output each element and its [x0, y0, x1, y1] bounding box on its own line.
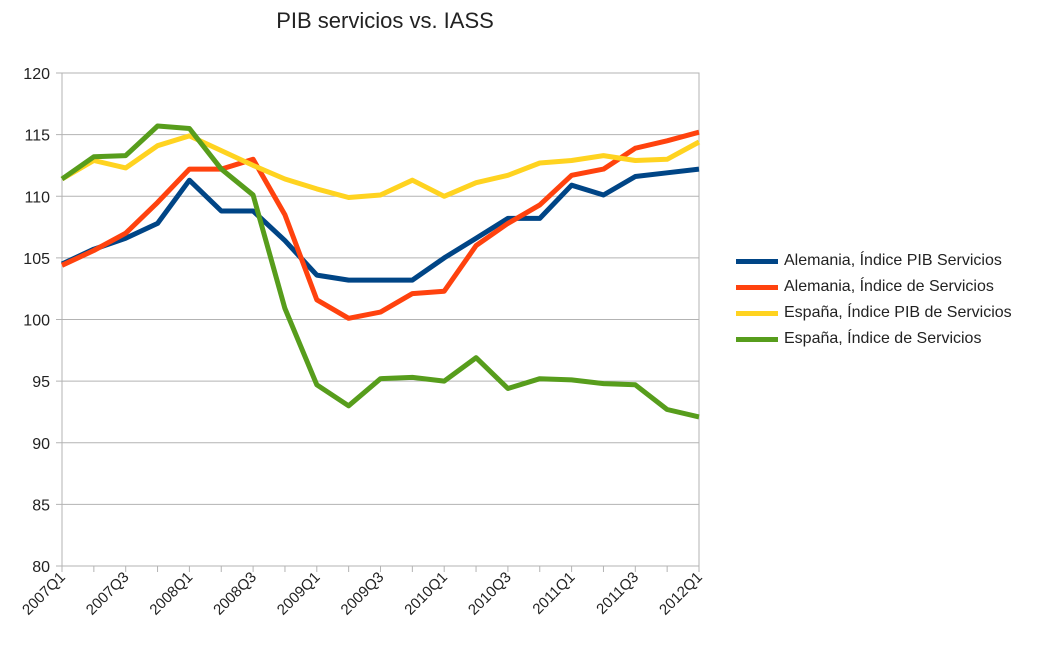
x-tick-label: 2010Q3 [465, 569, 515, 619]
x-tick-label: 2011Q3 [593, 569, 642, 618]
legend: Alemania, Índice PIB Servicios Alemania,… [736, 248, 1012, 352]
x-tick-label: 2012Q1 [656, 569, 706, 619]
y-tick-label: 80 [32, 559, 50, 576]
y-tick-label: 100 [23, 313, 50, 330]
series-line [60, 166, 700, 283]
legend-swatch [736, 336, 778, 342]
x-tick-label: 2007Q3 [83, 569, 133, 619]
legend-label: Alemania, Índice PIB Servicios [784, 252, 1002, 269]
y-tick-label: 90 [32, 436, 50, 453]
x-tick-label: 2010Q1 [401, 569, 451, 619]
legend-item: España, Índice PIB de Servicios [736, 300, 1012, 326]
y-tick-label: 105 [23, 251, 50, 268]
x-tick-label: 2009Q3 [338, 569, 388, 619]
y-tick-label: 120 [23, 66, 50, 83]
legend-item: España, Índice de Servicios [736, 326, 1012, 352]
x-tick-label: 2009Q1 [274, 569, 324, 619]
x-tick-label: 2011Q1 [529, 569, 578, 618]
legend-item: Alemania, Índice PIB Servicios [736, 248, 1012, 274]
series-line [60, 123, 700, 420]
legend-swatch [736, 258, 778, 264]
y-tick-label: 115 [24, 128, 50, 145]
x-tick-label: 2007Q1 [19, 569, 69, 619]
chart-title: PIB servicios vs. IASS [276, 8, 494, 33]
legend-label: España, Índice de Servicios [784, 330, 982, 347]
legend-swatch [736, 284, 778, 290]
y-tick-label: 85 [32, 497, 50, 514]
y-tick-label: 110 [24, 189, 50, 206]
series-line [60, 129, 700, 321]
legend-label: Alemania, Índice de Servicios [784, 278, 994, 295]
legend-label: España, Índice PIB de Servicios [784, 304, 1012, 321]
x-tick-label: 2008Q1 [146, 569, 196, 619]
legend-swatch [736, 310, 778, 316]
y-tick-label: 95 [32, 374, 50, 391]
legend-item: Alemania, Índice de Servicios [736, 274, 1012, 300]
x-tick-label: 2008Q3 [210, 569, 260, 619]
series-line [60, 133, 701, 200]
